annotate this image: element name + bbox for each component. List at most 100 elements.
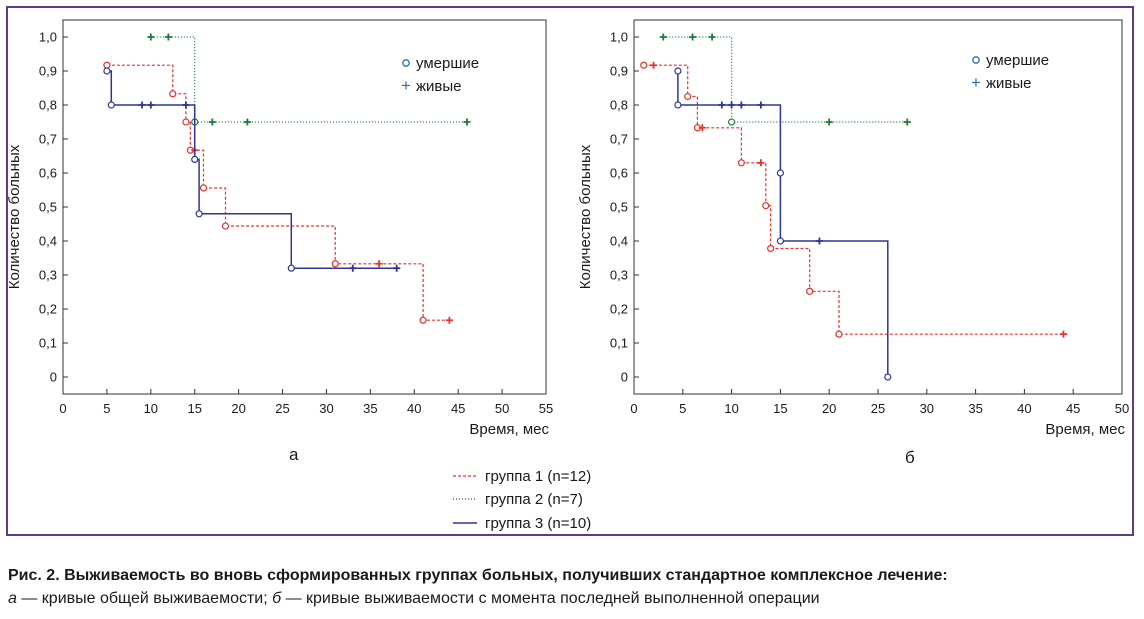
died-marker-group3-a: [195, 210, 203, 218]
died-marker-group2-b: [727, 118, 736, 126]
x-tick-label-a: 15: [187, 401, 201, 416]
died-marker-group1-a: [199, 184, 208, 192]
alive-marker-group2-b: [903, 118, 911, 126]
panel-label-b: б: [905, 448, 915, 467]
alive-marker-group2-b: [689, 33, 697, 41]
x-tick-label-a: 45: [451, 401, 465, 416]
series-line-group3-a: [106, 70, 397, 269]
figure-frame: [6, 6, 1134, 536]
died-marker-group3-b: [884, 373, 892, 381]
y-tick-label-a: 0,3: [39, 268, 57, 283]
x-tick-label-a: 5: [103, 401, 110, 416]
died-marker-group3-b: [776, 237, 785, 245]
x-tick-label-b: 5: [679, 401, 686, 416]
panel-label-a: а: [289, 445, 299, 464]
legend-died-marker-b: [972, 56, 980, 64]
alive-marker-group2-a: [147, 33, 155, 41]
died-marker-group1-b: [806, 287, 814, 295]
y-tick-label-b: 0,2: [610, 302, 628, 317]
died-marker-group1-b: [640, 61, 648, 69]
series-line-group1-a: [106, 64, 450, 321]
alive-marker-group2-b: [659, 33, 667, 41]
x-axis-label-a: Время, мес: [469, 421, 549, 438]
y-tick-label-b: 0,7: [610, 132, 628, 147]
y-tick-label-a: 0,2: [39, 302, 57, 317]
alive-marker-group3-b: [737, 101, 745, 109]
y-tick-label-a: 0,9: [39, 64, 57, 79]
figure-caption-title: Рис. 2. Выживаемость во вновь сформирова…: [8, 567, 948, 584]
died-marker-group3-a: [107, 101, 115, 109]
legend-alive-marker-b: +: [971, 73, 981, 92]
x-tick-label-b: 40: [1017, 401, 1031, 416]
x-tick-label-b: 20: [822, 401, 836, 416]
died-marker-group3-a: [103, 67, 111, 75]
legend-group2-label: группа 2 (n=7): [485, 491, 583, 508]
died-marker-group1-b: [762, 202, 770, 210]
x-tick-label-a: 25: [275, 401, 289, 416]
x-tick-label-b: 25: [871, 401, 885, 416]
plot-area-b: [633, 19, 1123, 395]
alive-marker-group1-b: [1059, 330, 1067, 338]
legend-alive-label-a: живые: [416, 78, 462, 95]
died-marker-group3-a: [191, 155, 199, 163]
y-tick-label-b: 0,5: [610, 200, 628, 215]
x-tick-label-a: 0: [59, 401, 66, 416]
died-marker-group3-b: [674, 67, 682, 75]
caption-b-letter: б: [272, 590, 282, 607]
legend-alive-label-b: живые: [986, 75, 1032, 92]
caption-a-letter: а: [8, 590, 17, 607]
y-tick-label-a: 0,7: [39, 132, 57, 147]
series-line-group2-a: [150, 36, 467, 123]
y-tick-label-b: 0,1: [610, 336, 628, 351]
x-tick-label-a: 35: [363, 401, 377, 416]
x-tick-label-b: 50: [1115, 401, 1129, 416]
x-tick-label-a: 10: [144, 401, 158, 416]
x-tick-label-a: 30: [319, 401, 333, 416]
died-marker-group1-b: [835, 330, 843, 338]
died-marker-group1-b: [684, 92, 692, 101]
x-tick-label-b: 45: [1066, 401, 1080, 416]
alive-marker-group3-b: [815, 237, 823, 245]
legend-died-label-b: умершие: [986, 52, 1049, 69]
y-tick-label-a: 0: [50, 370, 57, 385]
y-tick-label-a: 0,6: [39, 166, 57, 181]
series-line-group2-b: [663, 36, 908, 123]
alive-marker-group1-a: [375, 260, 383, 268]
alive-marker-group3-a: [182, 101, 190, 109]
alive-marker-group1-a: [445, 316, 453, 324]
died-marker-group3-b: [674, 101, 682, 109]
y-tick-label-a: 1,0: [39, 30, 57, 45]
y-tick-label-b: 0,6: [610, 166, 628, 181]
y-tick-label-b: 0: [621, 370, 628, 385]
y-tick-label-a: 0,4: [39, 234, 57, 249]
died-marker-group3-a: [287, 264, 295, 272]
alive-marker-group1-b: [757, 159, 765, 167]
alive-marker-group3-b: [728, 101, 736, 109]
died-marker-group3-b: [776, 169, 785, 177]
y-tick-label-b: 0,8: [610, 98, 628, 113]
legend-alive-marker-a: +: [401, 76, 411, 95]
x-tick-label-a: 55: [539, 401, 553, 416]
died-marker-group1-b: [737, 159, 745, 167]
died-marker-group1-b: [767, 244, 775, 253]
series-line-group3-b: [677, 71, 889, 377]
x-tick-label-a: 40: [407, 401, 421, 416]
panel-b-chart: 0 5 10 15 20 25 30 35 40 45 50 0 0,1 0,2 0,3 0,4 0,5 0,6 0…: [577, 19, 1129, 438]
alive-marker-group3-b: [718, 101, 726, 109]
x-tick-label-b: 30: [920, 401, 934, 416]
alive-marker-group3-a: [147, 101, 155, 109]
y-tick-label-a: 0,1: [39, 336, 57, 351]
y-axis-label-a: Количество больных: [6, 144, 23, 289]
panel-a-chart: 0 5 10 15 20 25 30 35 40 45 50 55 0 0,1 0,2 0,3 0,4 0,5 0,…: [6, 19, 553, 438]
x-tick-label-b: 15: [773, 401, 787, 416]
died-marker-group1-a: [169, 90, 177, 98]
died-marker-group1-a: [103, 61, 111, 69]
alive-marker-group1-b: [650, 61, 658, 69]
figure-caption-description: а — кривые общей выживаемости; б — кривы…: [8, 588, 1138, 610]
alive-marker-group2-b: [825, 118, 833, 126]
series-line-group1-b: [643, 64, 1064, 335]
alive-marker-group3-a: [138, 101, 146, 109]
survival-charts: 0 5 10 15 20 25 30 35 40 45 50 5500,10,20,30,40,50,…: [6, 19, 1129, 532]
x-axis-label-b: Время, мес: [1045, 421, 1125, 438]
alive-marker-group3-b: [757, 101, 765, 109]
